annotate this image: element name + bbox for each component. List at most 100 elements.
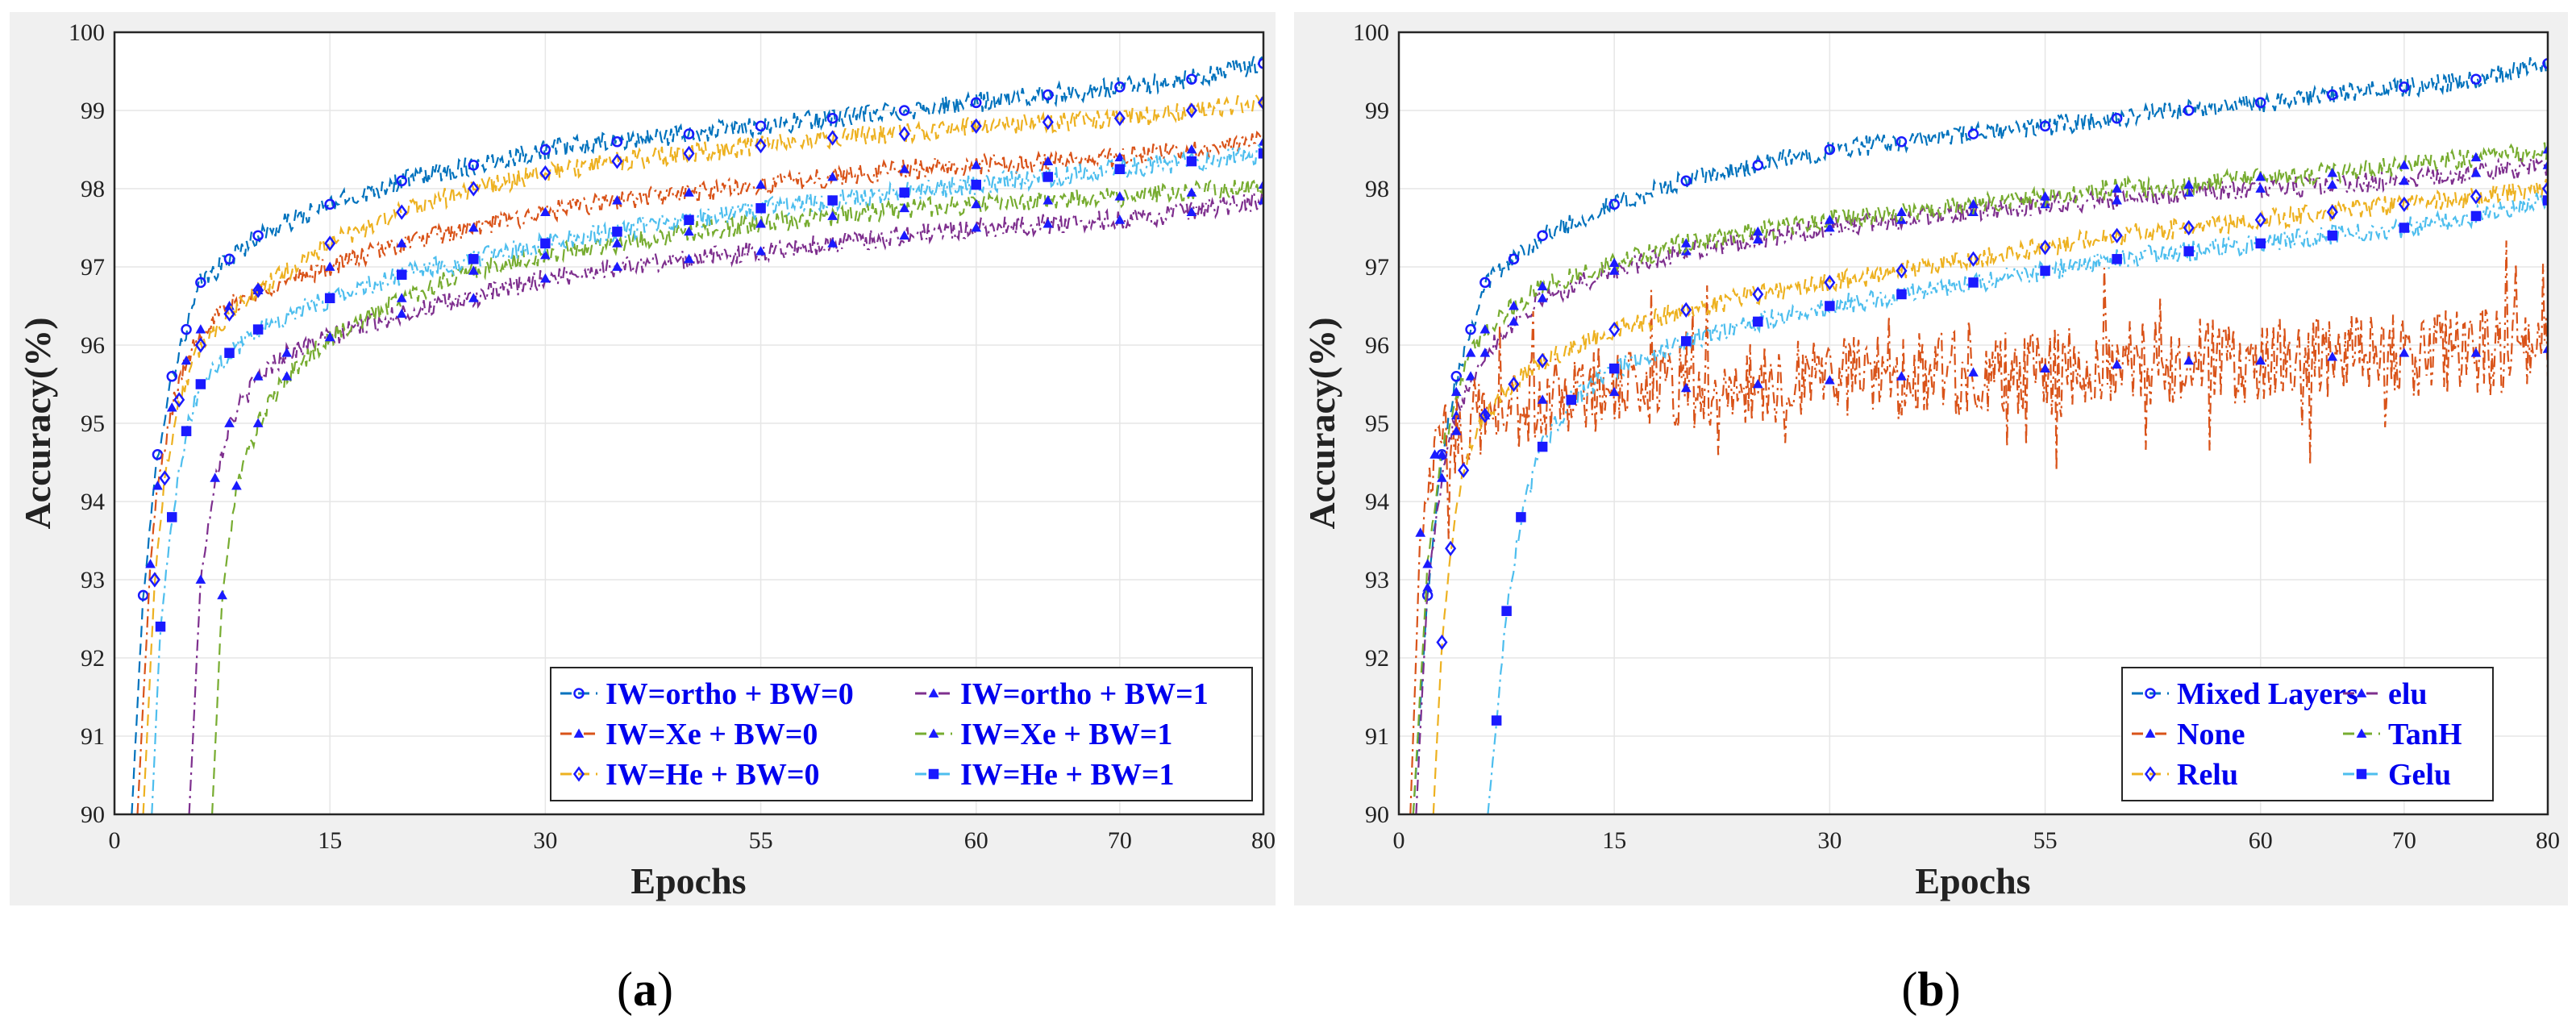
series-marker bbox=[684, 187, 694, 197]
series-marker bbox=[2542, 343, 2548, 353]
series-marker bbox=[2327, 230, 2338, 241]
y-tick-label: 90 bbox=[1365, 801, 1389, 828]
legend-label: Gelu bbox=[2388, 758, 2451, 792]
series-marker bbox=[1415, 527, 1426, 537]
series-marker bbox=[1422, 559, 1433, 568]
series-marker bbox=[1896, 289, 1907, 300]
series-marker bbox=[612, 227, 622, 237]
series-marker bbox=[231, 481, 242, 490]
legend-label: IW=ortho + BW=0 bbox=[606, 677, 854, 711]
series-marker bbox=[1491, 715, 1502, 726]
series-marker bbox=[2399, 175, 2410, 185]
y-tick-label: 93 bbox=[81, 567, 105, 593]
series-marker bbox=[1436, 634, 1448, 651]
series-marker bbox=[224, 418, 235, 427]
series-marker bbox=[2183, 179, 2195, 189]
series-marker bbox=[324, 293, 335, 304]
series-marker bbox=[1479, 407, 1491, 423]
series-marker bbox=[2541, 181, 2548, 197]
series-marker bbox=[468, 181, 480, 197]
legend-marker bbox=[573, 728, 585, 738]
series-marker bbox=[2112, 254, 2122, 264]
legend-marker bbox=[2356, 768, 2367, 780]
series-marker bbox=[1537, 281, 1548, 291]
y-tick-label: 93 bbox=[1365, 567, 1389, 593]
legend-item: IW=He + BW=1 bbox=[915, 758, 1175, 792]
series-marker bbox=[1825, 214, 1835, 224]
series-marker bbox=[1508, 253, 1520, 265]
legend-box bbox=[2121, 667, 2494, 801]
series-marker bbox=[252, 230, 264, 241]
series-marker bbox=[195, 379, 206, 389]
series-marker bbox=[2183, 219, 2195, 236]
series-line-gelu bbox=[1487, 193, 2548, 814]
series-marker bbox=[2470, 168, 2482, 177]
series-marker bbox=[1501, 606, 1512, 617]
series-marker bbox=[1825, 375, 1835, 385]
series-marker bbox=[1437, 472, 1447, 482]
series-marker bbox=[1680, 302, 1692, 318]
series-marker bbox=[2470, 348, 2482, 357]
series-marker bbox=[2470, 189, 2482, 205]
series-marker bbox=[1258, 195, 1263, 205]
series-marker bbox=[1896, 136, 1908, 148]
series-marker bbox=[2542, 144, 2548, 154]
y-tick-label: 98 bbox=[1365, 176, 1389, 202]
legend-label: IW=ortho + BW=1 bbox=[960, 677, 1209, 711]
series-marker bbox=[2255, 183, 2266, 193]
series-marker bbox=[684, 253, 694, 264]
series-marker bbox=[1752, 378, 1763, 389]
series-marker bbox=[1753, 316, 1763, 327]
series-marker bbox=[1896, 206, 1907, 216]
series-marker bbox=[2183, 246, 2194, 256]
series-marker bbox=[224, 348, 235, 358]
series-marker bbox=[1422, 582, 1433, 592]
series-marker bbox=[612, 238, 622, 248]
y-tick-label: 92 bbox=[81, 645, 105, 672]
legend-marker bbox=[573, 688, 585, 699]
chart-panel-b: 90 91 92 93 94 95 96 97 98 99 100 0 15 30 55 60 70 80 Epo… bbox=[1294, 12, 2568, 905]
series-marker bbox=[1458, 462, 1470, 478]
series-marker bbox=[755, 179, 766, 189]
series-marker bbox=[1450, 386, 1462, 397]
series-marker bbox=[826, 130, 839, 146]
legend-label: TanH bbox=[2388, 718, 2462, 751]
legend-label: IW=Xe + BW=0 bbox=[606, 718, 818, 751]
legend-label: elu bbox=[2388, 677, 2428, 711]
series-marker bbox=[2399, 348, 2410, 357]
series-marker bbox=[2040, 265, 2050, 277]
tick-labels: 90 91 92 93 94 95 96 97 98 99 100 0 15 30 55 60 70 80 bbox=[69, 19, 1276, 854]
x-tick-label: 30 bbox=[533, 827, 557, 854]
legend-item: Gelu bbox=[2343, 758, 2451, 792]
series-marker bbox=[1968, 198, 1979, 209]
series-marker bbox=[899, 202, 910, 213]
series-marker bbox=[1825, 301, 1835, 311]
series-marker bbox=[2542, 195, 2548, 206]
x-axis-label: Epochs bbox=[630, 860, 746, 901]
series-marker bbox=[2255, 171, 2266, 181]
series-marker bbox=[396, 308, 407, 318]
x-tick-label: 60 bbox=[2249, 827, 2273, 854]
legend-marker bbox=[2356, 728, 2367, 738]
series-marker bbox=[1537, 441, 1548, 452]
legend-item: None bbox=[2132, 718, 2245, 751]
legend-marker bbox=[572, 766, 585, 782]
series-marker bbox=[1608, 257, 1620, 268]
series-marker bbox=[611, 153, 623, 169]
series-marker bbox=[166, 371, 177, 382]
series-marker bbox=[1465, 348, 1476, 357]
series-marker bbox=[181, 355, 192, 365]
legend-label: IW=He + BW=1 bbox=[960, 758, 1175, 792]
y-tick-label: 94 bbox=[1365, 489, 1389, 515]
series-marker bbox=[540, 249, 551, 260]
legend-label: IW=He + BW=0 bbox=[606, 758, 820, 792]
series-marker bbox=[1824, 144, 1836, 156]
series-marker bbox=[281, 371, 293, 381]
series-marker bbox=[1968, 277, 1979, 288]
series-line-iw-he-bw-1 bbox=[151, 144, 1263, 814]
legend-item: IW=ortho + BW=0 bbox=[560, 677, 854, 711]
legend-item: IW=Xe + BW=0 bbox=[560, 718, 818, 751]
series-marker bbox=[396, 204, 408, 220]
series-marker bbox=[1967, 128, 1979, 139]
series-marker bbox=[1114, 164, 1126, 174]
